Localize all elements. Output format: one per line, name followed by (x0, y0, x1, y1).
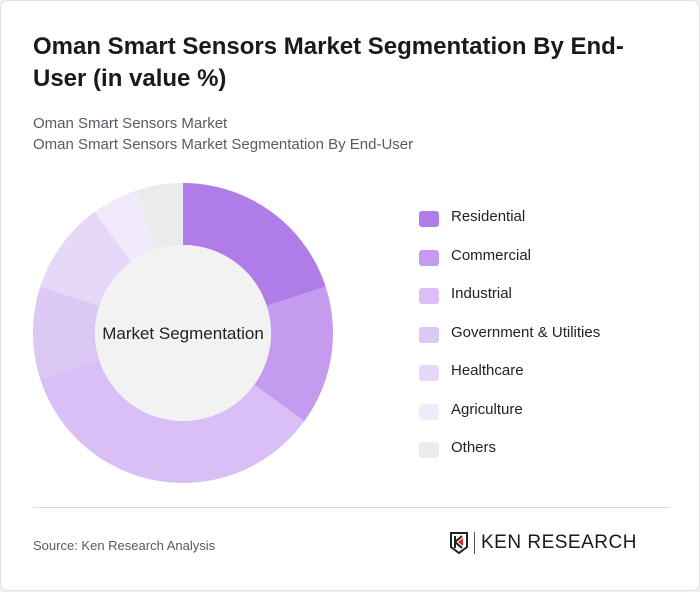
donut-hole (95, 245, 271, 421)
legend-item[interactable]: Residential (419, 208, 600, 247)
slice-industrial[interactable] (40, 360, 305, 483)
legend-label: Government & Utilities (451, 323, 601, 341)
center-label: Market Segmentation (102, 324, 264, 343)
legend-item[interactable]: Agriculture (419, 401, 600, 440)
legend-swatch (419, 442, 439, 458)
legend-swatch (419, 365, 439, 381)
legend-swatch (419, 249, 439, 266)
slice-commercial[interactable] (254, 286, 333, 422)
slice-healthcare[interactable] (40, 211, 132, 306)
subtitle-segmentation: Oman Smart Sensors Market Segmentation B… (33, 136, 414, 153)
slice-residential[interactable] (183, 183, 326, 306)
legend-swatch (419, 211, 439, 227)
ken-research-logo: KEN RESEARCH (449, 531, 637, 555)
legend-swatch (419, 288, 439, 304)
legend-item[interactable]: Healthcare (419, 362, 600, 401)
legend: Residential Commercial Industrial Governmen… (419, 208, 600, 478)
legend-item[interactable]: Government & Utilities (419, 324, 600, 363)
legend-label: Residential (451, 208, 526, 225)
legend-label: Others (451, 439, 497, 456)
legend-swatch (419, 326, 439, 343)
slice-government-utilities[interactable] (33, 286, 100, 380)
source-note: Source: Ken Research Analysis (33, 538, 216, 553)
legend-label: Agriculture (451, 400, 523, 418)
legend-item[interactable]: Commercial (419, 247, 600, 286)
legend-swatch (419, 403, 439, 420)
slice-others[interactable] (136, 183, 183, 250)
legend-item[interactable]: Others (419, 439, 600, 478)
subtitle-market: Oman Smart Sensors Market (33, 115, 228, 132)
logo-icon (450, 532, 468, 555)
slice-agriculture[interactable] (94, 190, 156, 262)
chart-title: Oman Smart Sensors Market Segmentation B… (33, 33, 624, 92)
legend-item[interactable]: Industrial (419, 285, 600, 324)
logo-text: KEN RESEARCH (481, 532, 637, 553)
legend-label: Industrial (451, 285, 512, 302)
legend-label: Commercial (451, 246, 532, 264)
legend-label: Healthcare (451, 362, 524, 379)
divider (33, 507, 669, 508)
